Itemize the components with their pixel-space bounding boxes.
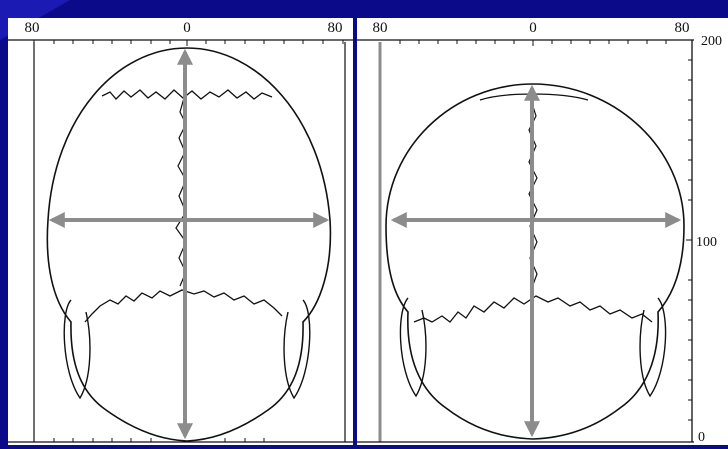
right-panel-background <box>357 18 728 445</box>
right-ear-left <box>399 297 427 398</box>
right-top-ticks <box>399 40 667 46</box>
left-scale-label-right: 80 <box>328 20 343 36</box>
right-skull-outline <box>385 83 685 440</box>
right-scale-label-right: 80 <box>675 20 690 36</box>
right-side-ticks <box>686 59 692 421</box>
right-panel: 80 0 80 200 100 0 <box>357 18 728 445</box>
left-top-ticks <box>33 40 344 46</box>
left-bottom-ticks <box>53 438 265 442</box>
vertical-scale-label-bottom: 0 <box>698 430 705 445</box>
left-panel-background <box>8 18 353 445</box>
right-scale-label-left: 80 <box>373 20 388 36</box>
left-scale-label-center: 0 <box>183 20 191 36</box>
left-panel: 80 0 80 <box>8 18 353 445</box>
left-ear-left <box>63 299 91 400</box>
vertical-scale-label-top: 200 <box>701 34 722 49</box>
left-scale-label-left: 80 <box>25 20 40 36</box>
left-skull-outline <box>46 47 332 442</box>
right-scale-label-center: 0 <box>529 20 537 36</box>
left-lambdoid-suture <box>84 289 283 323</box>
right-ear-right <box>639 297 667 398</box>
left-ear-right <box>283 299 311 400</box>
vertical-scale-label-middle: 100 <box>696 235 717 250</box>
